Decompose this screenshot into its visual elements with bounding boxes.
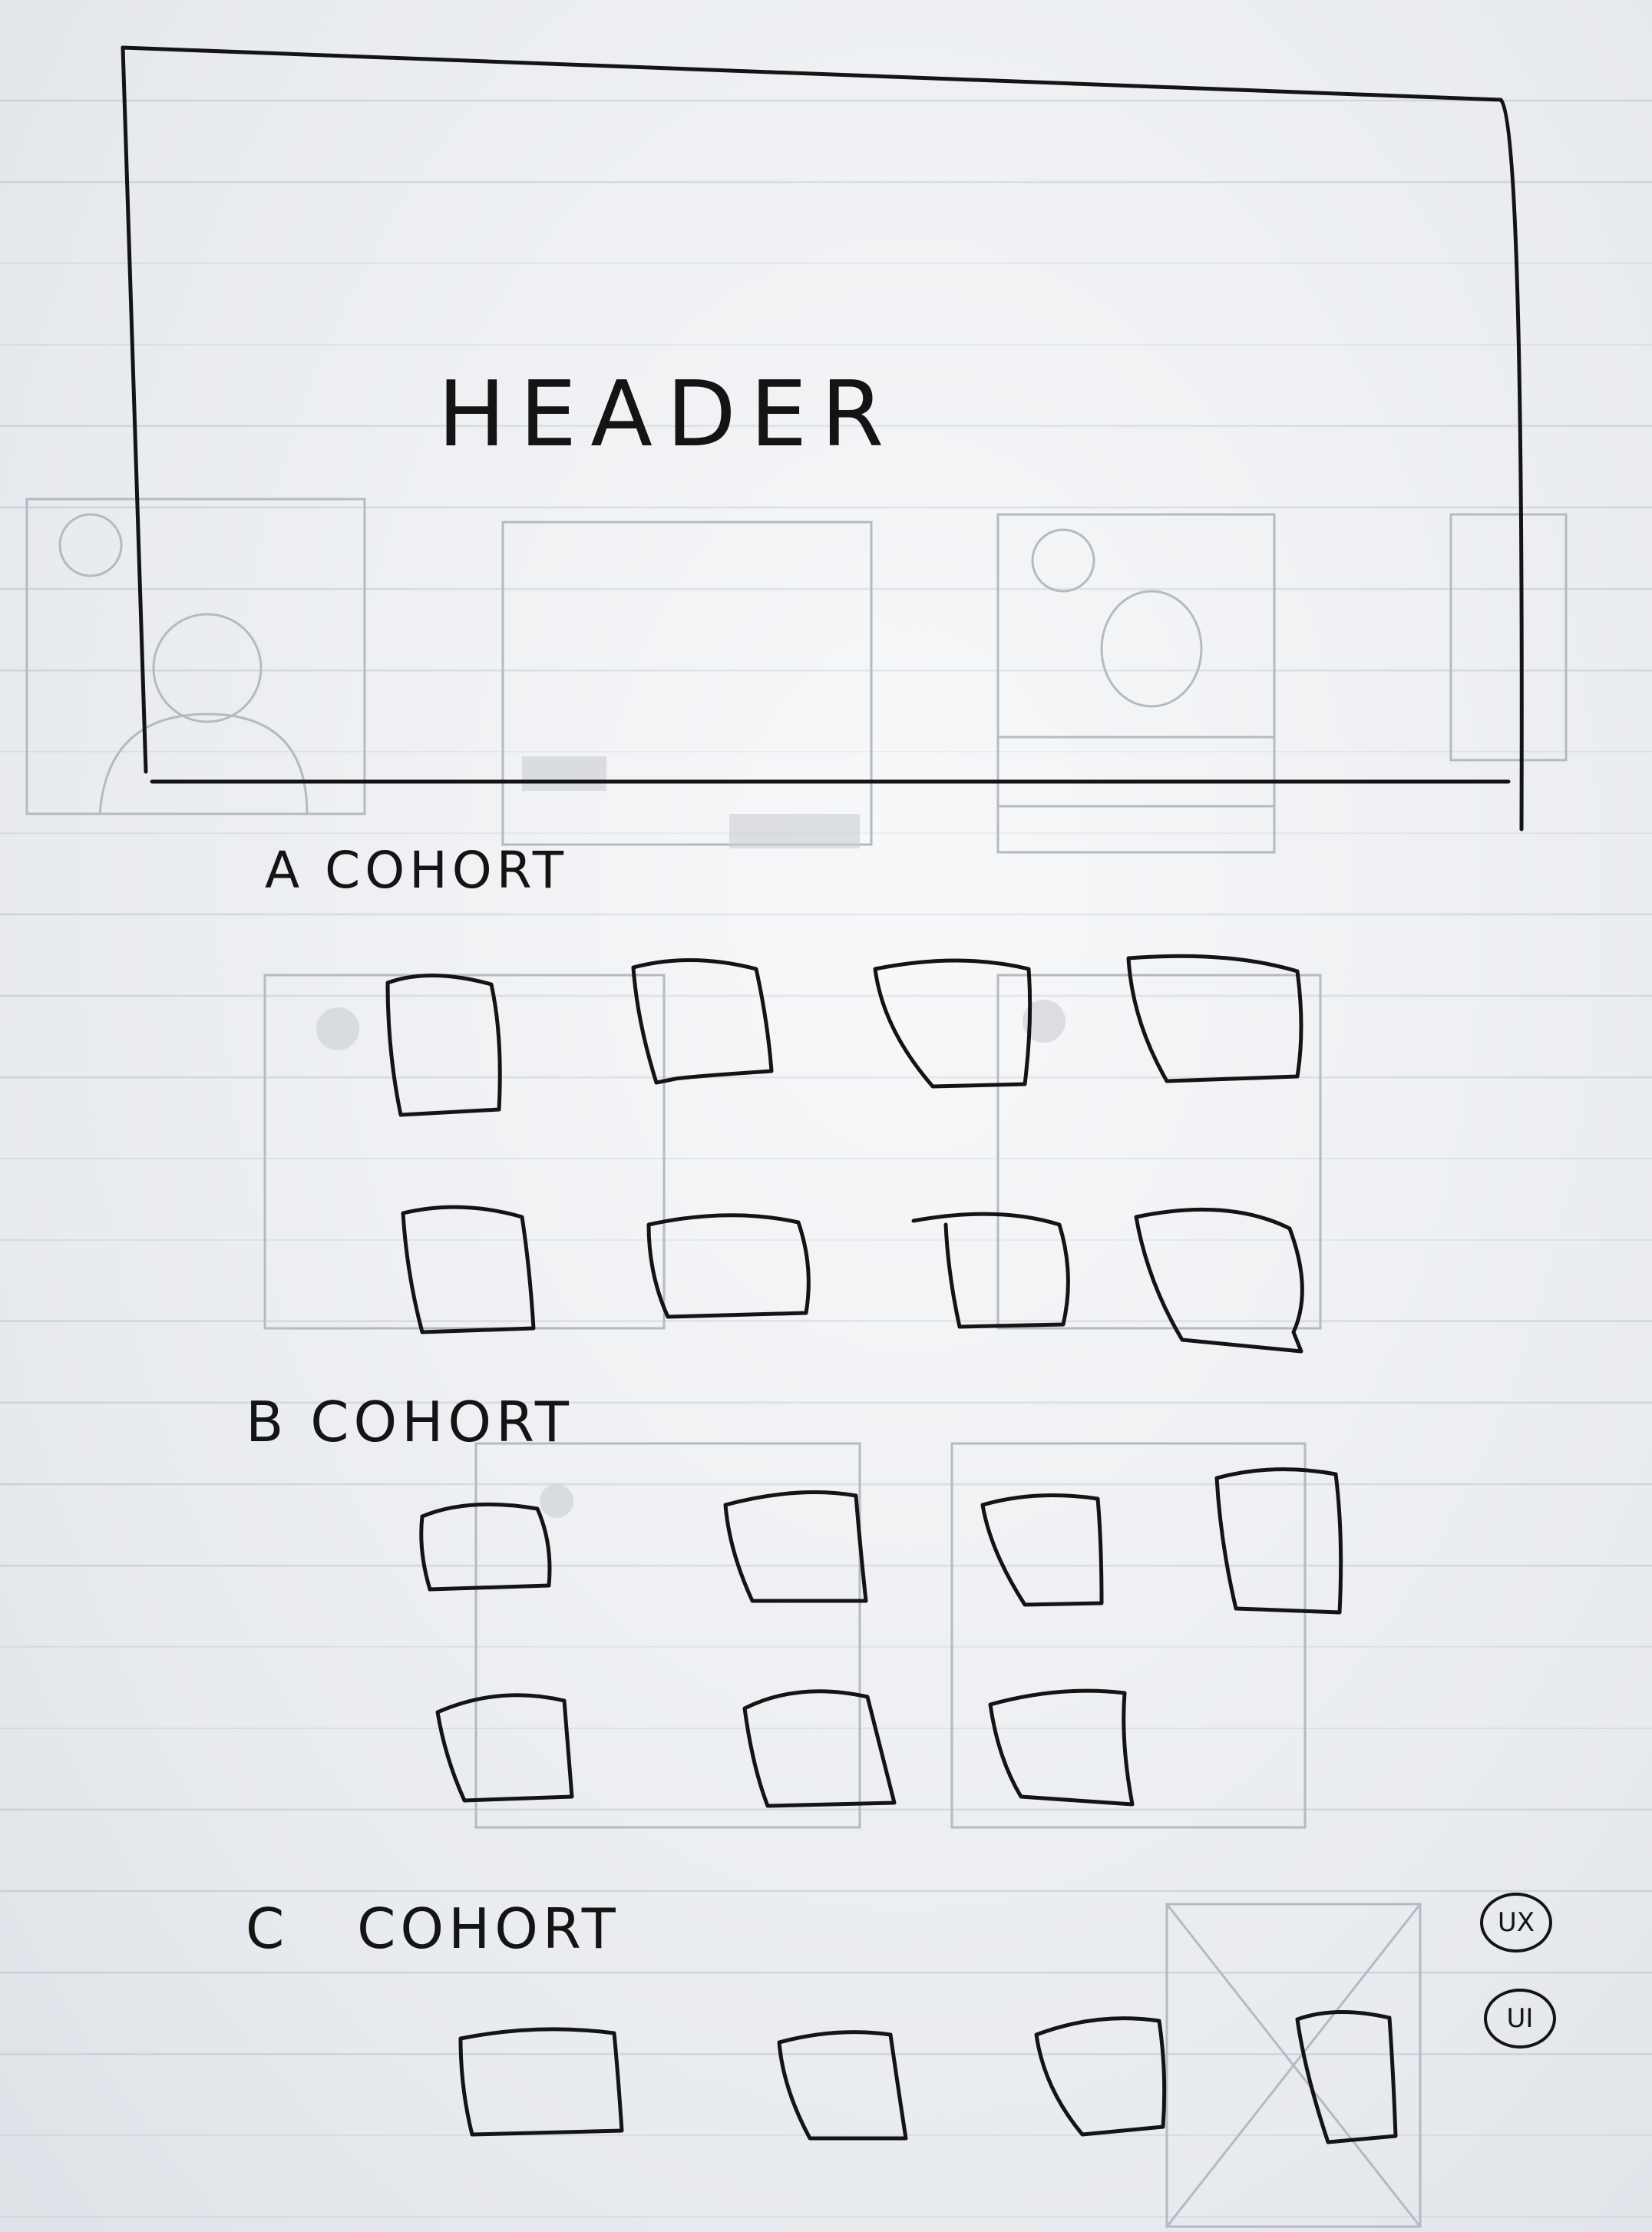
ghost-circle [58, 513, 123, 577]
header-label: HEADER [438, 361, 898, 467]
cohort-b-card [742, 1689, 897, 1808]
ghost-circle [1031, 528, 1095, 593]
section-label-b: B COHORT [246, 1390, 573, 1454]
ghost-head [152, 613, 263, 723]
cohort-b-card [988, 1688, 1135, 1807]
cohort-a-card [646, 1213, 811, 1319]
header-box-right [1498, 98, 1524, 832]
cohort-b-card [435, 1693, 574, 1803]
ghost-frame [996, 513, 1276, 854]
cohort-c-card [1295, 2010, 1398, 2144]
ghost-head [1100, 590, 1203, 708]
ghost-line [1165, 1903, 1422, 2228]
cohort-a-card [1126, 954, 1303, 1083]
cohort-b-card [980, 1493, 1104, 1607]
ghost-frame [25, 498, 366, 815]
cohort-a-card [911, 1212, 1070, 1329]
cohort-a-card [631, 957, 774, 1085]
cohort-b-card [1214, 1467, 1343, 1615]
cohort-c-card [458, 2027, 624, 2137]
ghost-frame [501, 521, 873, 846]
section-label-a: A COHORT [265, 841, 569, 900]
ghost-body [98, 713, 309, 815]
cohort-b-card [723, 1490, 868, 1603]
header-box-left [121, 45, 148, 774]
ghost-smudge [316, 1007, 359, 1050]
ghost-smudge [540, 1484, 573, 1518]
cohort-a-card [401, 1205, 536, 1334]
cohort-a-card [873, 958, 1032, 1089]
ux-badge: UX [1480, 1893, 1552, 1953]
ghost-shade [522, 756, 606, 791]
cohort-a-card [385, 974, 502, 1117]
ghost-smudge [1023, 1000, 1066, 1043]
cohort-c-card [777, 2030, 908, 2141]
ghost-shade [729, 814, 860, 848]
cohort-a-card [1134, 1207, 1304, 1354]
ghost-frame [996, 974, 1322, 1330]
ghost-frame [263, 974, 666, 1330]
cohort-b-card [419, 1502, 552, 1592]
section-label-c: C COHORT [246, 1896, 620, 1961]
ghost-frame [1165, 1903, 1422, 2228]
ghost-frame [950, 1442, 1307, 1829]
ui-badge: UI [1484, 1989, 1556, 2048]
cohort-c-card [1034, 2016, 1167, 2137]
ghost-frame [474, 1442, 861, 1829]
ghost-frame [1449, 513, 1568, 762]
header-box-top [121, 45, 1503, 102]
